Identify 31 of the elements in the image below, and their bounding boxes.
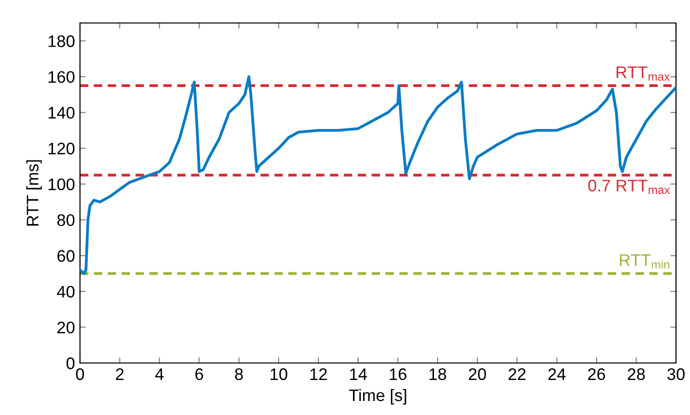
y-tick-label: 60 xyxy=(57,250,74,262)
x-tick-label: 12 xyxy=(310,368,327,380)
y-tick-label: 120 xyxy=(48,142,74,154)
y-tick-label: 180 xyxy=(48,35,74,48)
x-tick-label: 0 xyxy=(76,368,84,380)
y-tick-label: 20 xyxy=(57,322,74,334)
x-tick-label: 10 xyxy=(270,368,288,380)
x-tick-label: 6 xyxy=(195,368,204,380)
y-tick-label: 0 xyxy=(66,357,74,370)
x-axis-title: Time [s] xyxy=(349,388,406,404)
y-tick-label: 160 xyxy=(48,71,74,83)
ref-line-label: RTT$_{max}$ xyxy=(616,66,670,81)
x-tick-label: 2 xyxy=(116,368,124,380)
x-tick-label: 30 xyxy=(667,368,685,380)
ref-line-label: 0.7 RTT$_{max}$ xyxy=(588,180,670,194)
x-tick-label: 28 xyxy=(628,368,645,380)
y-tick-label: 100 xyxy=(48,178,74,190)
y-tick-label: 80 xyxy=(57,214,74,226)
y-axis-title: RTT [ms] xyxy=(26,160,42,226)
x-tick-label: 22 xyxy=(508,368,526,380)
y-tick-label: 140 xyxy=(48,106,74,119)
x-tick-label: 16 xyxy=(390,368,406,380)
x-tick-label: 4 xyxy=(155,368,164,380)
x-tick-label: 26 xyxy=(588,368,606,380)
y-tick-label: 40 xyxy=(56,286,74,298)
x-tick-label: 8 xyxy=(235,368,243,380)
x-tick-label: 24 xyxy=(548,368,566,380)
x-tick-label: 20 xyxy=(468,368,486,380)
ref-line-label: RTT$_{min}$ xyxy=(620,254,670,269)
x-tick-label: 14 xyxy=(350,368,367,380)
x-tick-label: 18 xyxy=(430,368,446,380)
